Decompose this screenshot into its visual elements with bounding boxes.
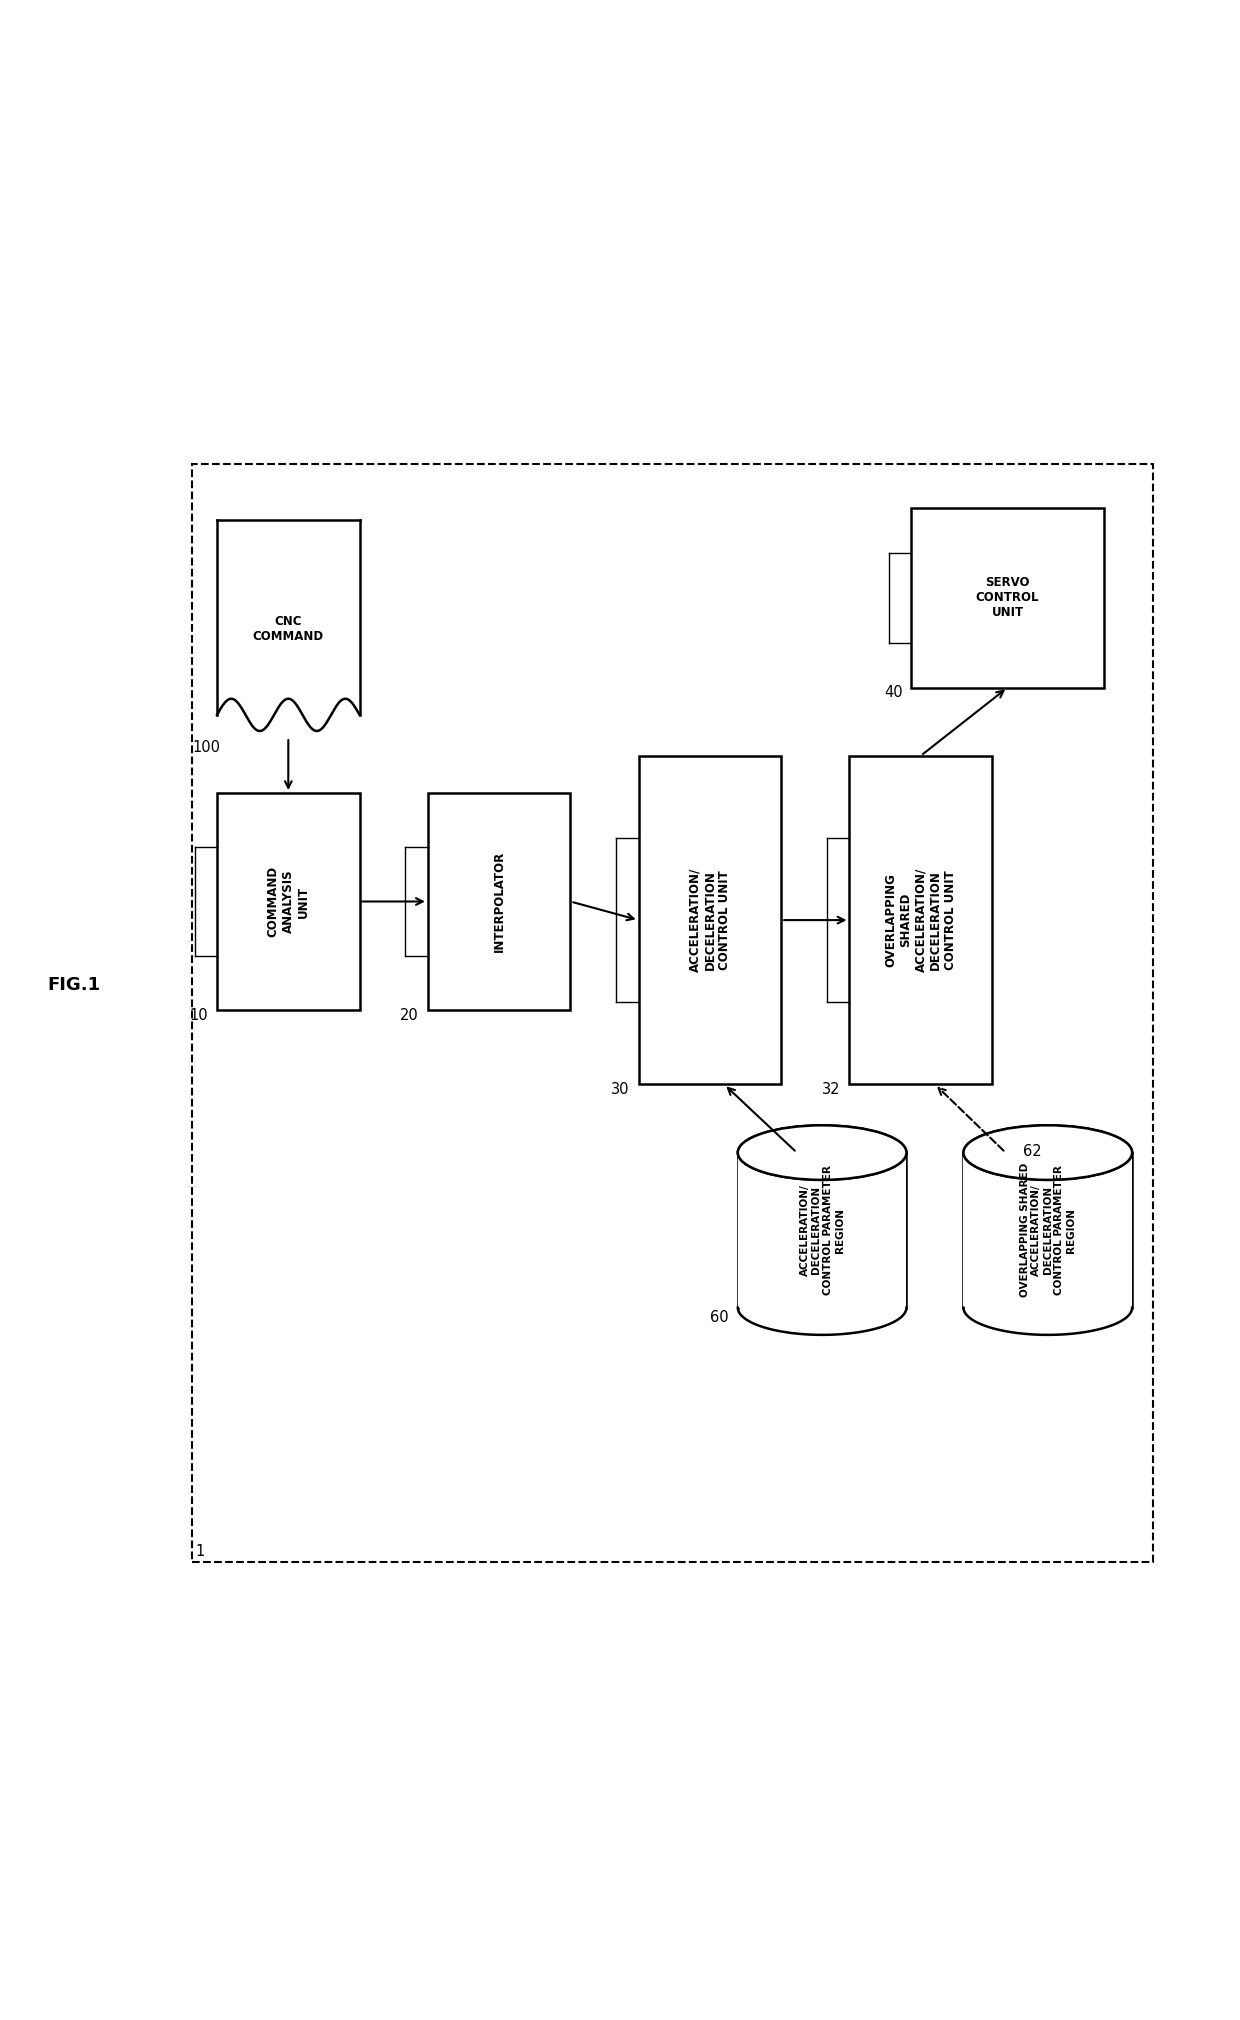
Text: 100: 100 [192, 739, 221, 755]
Bar [428, 794, 570, 1010]
Text: OVERLAPPING SHARED
ACCELERATION/
DECELERATION
CONTROL PARAMETER
REGION: OVERLAPPING SHARED ACCELERATION/ DECELER… [1019, 1164, 1076, 1297]
Text: INTERPOLATOR: INTERPOLATOR [492, 850, 506, 951]
Text: 20: 20 [401, 1008, 419, 1022]
Text: ACCELERATION/
DECELERATION
CONTROL UNIT: ACCELERATION/ DECELERATION CONTROL UNIT [688, 869, 732, 972]
Bar [639, 755, 781, 1085]
Ellipse shape [963, 1125, 1132, 1180]
Text: 30: 30 [611, 1083, 630, 1097]
Text: 10: 10 [190, 1008, 208, 1022]
Text: 40: 40 [884, 685, 903, 701]
Bar [963, 1153, 1132, 1307]
Text: COMMAND
ANALYSIS
UNIT: COMMAND ANALYSIS UNIT [267, 867, 310, 937]
Ellipse shape [963, 1125, 1132, 1180]
Text: 62: 62 [1023, 1143, 1042, 1159]
Bar [911, 507, 1104, 687]
Text: 1: 1 [196, 1545, 205, 1559]
Bar [217, 794, 360, 1010]
Ellipse shape [738, 1125, 906, 1180]
Text: FIG.1: FIG.1 [48, 976, 100, 994]
Bar [192, 465, 1153, 1561]
Ellipse shape [738, 1125, 906, 1180]
Bar [849, 755, 992, 1085]
Text: ACCELERATION/
DECELERATION
CONTROL PARAMETER
REGION: ACCELERATION/ DECELERATION CONTROL PARAM… [800, 1166, 844, 1295]
Text: SERVO
CONTROL
UNIT: SERVO CONTROL UNIT [976, 576, 1039, 620]
Text: 60: 60 [711, 1311, 729, 1325]
Bar [738, 1153, 906, 1307]
Text: CNC
COMMAND: CNC COMMAND [253, 614, 324, 642]
Text: 32: 32 [822, 1083, 841, 1097]
Text: OVERLAPPING
SHARED
ACCELERATION/
DECELERATION
CONTROL UNIT: OVERLAPPING SHARED ACCELERATION/ DECELER… [884, 869, 957, 972]
